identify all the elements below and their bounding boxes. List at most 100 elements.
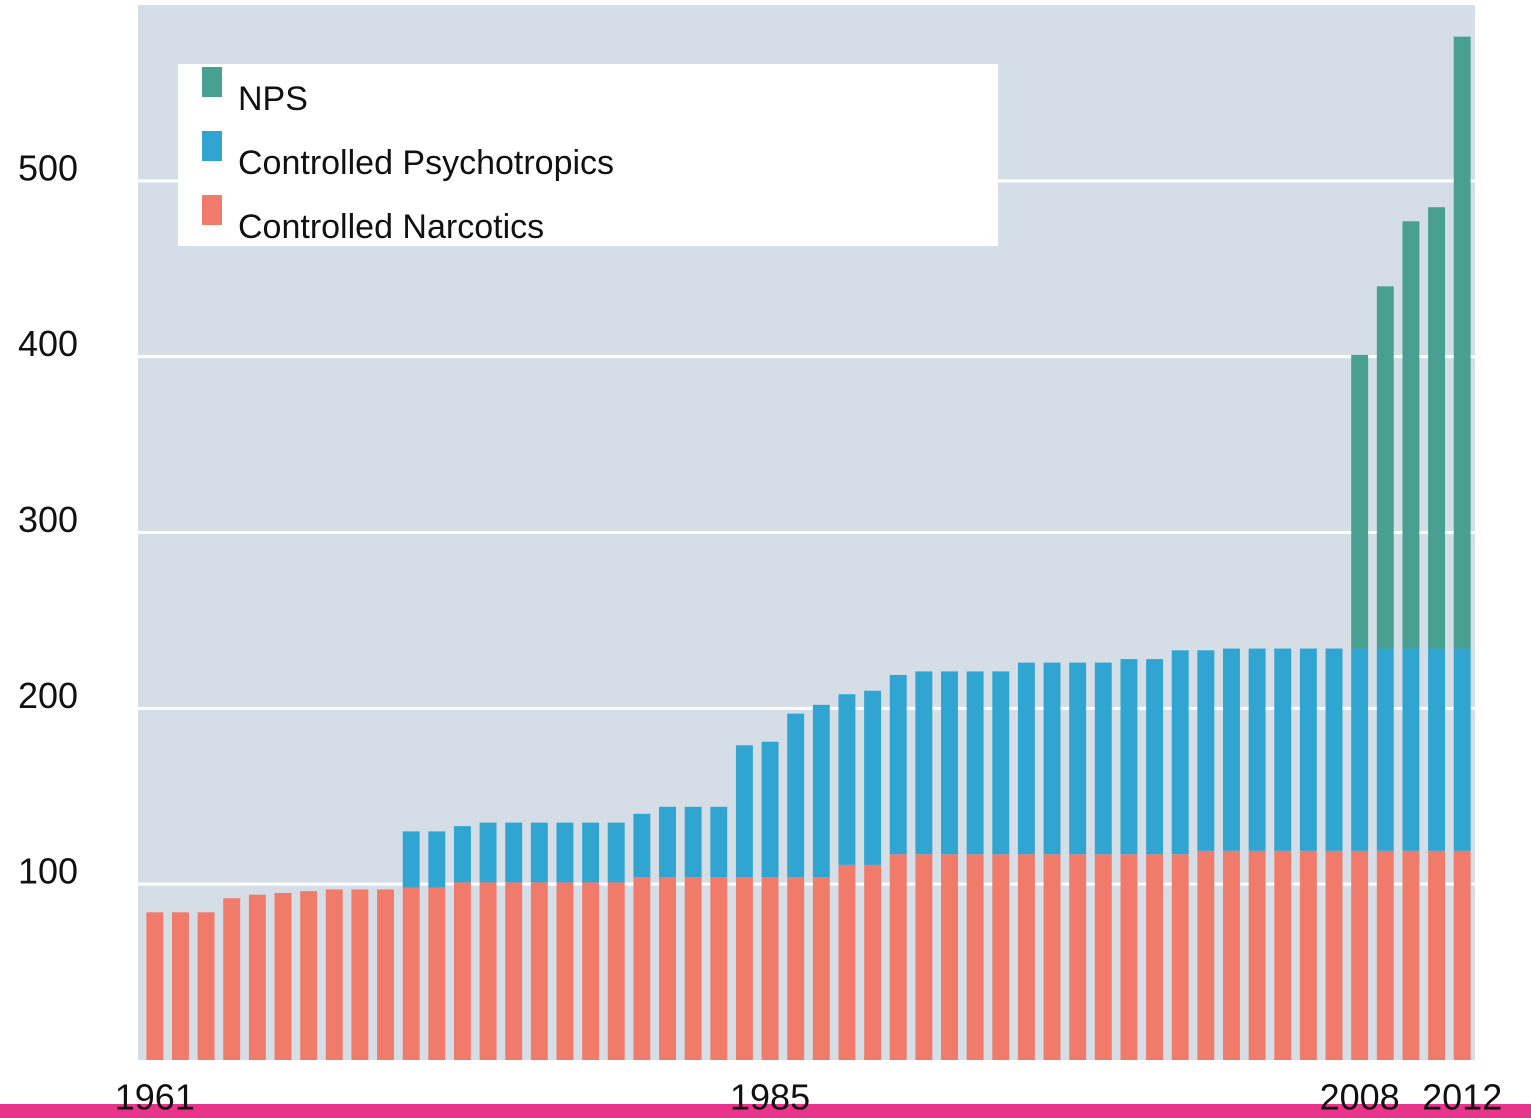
bar-segment bbox=[428, 887, 446, 1060]
bar-segment bbox=[377, 889, 394, 1060]
bar-segment bbox=[1017, 854, 1035, 1060]
bar-segment bbox=[941, 854, 958, 1060]
bar-segment bbox=[659, 877, 676, 1060]
bar-segment bbox=[582, 882, 600, 1060]
legend-label: NPS bbox=[238, 80, 308, 118]
bar-segment bbox=[1325, 850, 1343, 1060]
bar-segment bbox=[402, 831, 420, 888]
bar-segment bbox=[453, 826, 471, 883]
bar-segment bbox=[812, 704, 830, 878]
bar-segment bbox=[992, 671, 1010, 855]
bar-segment bbox=[325, 889, 343, 1060]
bar-segment bbox=[582, 822, 600, 883]
bar-segment bbox=[223, 898, 241, 1060]
bar-segment bbox=[1120, 659, 1138, 855]
bar-segment bbox=[710, 877, 728, 1060]
y-tick-label: 300 bbox=[18, 499, 78, 540]
bar-segment bbox=[505, 822, 523, 883]
bar-segment bbox=[889, 674, 907, 855]
x-tick-label: 2012 bbox=[1422, 1077, 1502, 1118]
bar-segment bbox=[941, 671, 958, 855]
bar-segment bbox=[761, 741, 779, 878]
bar-segment bbox=[1402, 221, 1420, 649]
bar-segment bbox=[479, 882, 497, 1060]
bar-segment bbox=[1248, 648, 1266, 851]
bar-segment bbox=[146, 912, 164, 1060]
bar-segment bbox=[1325, 648, 1343, 851]
bar-segment bbox=[1197, 650, 1215, 851]
bar-segment bbox=[1376, 648, 1394, 851]
bar-segment bbox=[812, 877, 830, 1060]
bar-segment bbox=[1146, 854, 1164, 1060]
bar-segment bbox=[915, 671, 933, 855]
bar-segment bbox=[633, 813, 651, 878]
bar-segment bbox=[915, 854, 933, 1060]
bar-segment bbox=[966, 854, 984, 1060]
bar-segment bbox=[1146, 659, 1164, 855]
bar-segment bbox=[197, 912, 215, 1060]
bar-segment bbox=[530, 882, 548, 1060]
bar-segment bbox=[787, 877, 805, 1060]
bar-segment bbox=[1043, 854, 1061, 1060]
bar-segment bbox=[171, 912, 189, 1060]
legend-swatch bbox=[202, 131, 222, 161]
bar-segment bbox=[1453, 850, 1471, 1060]
bar-segment bbox=[1428, 648, 1446, 851]
bottom-band bbox=[0, 1104, 1531, 1118]
bar-segment bbox=[761, 877, 779, 1060]
x-tick-label: 1985 bbox=[730, 1077, 810, 1118]
legend-label: Controlled Narcotics bbox=[238, 208, 544, 246]
bar-segment bbox=[1017, 662, 1035, 855]
bar-segment bbox=[1223, 648, 1240, 851]
bar-segment bbox=[1402, 648, 1420, 851]
bar-segment bbox=[274, 892, 292, 1060]
bar-segment bbox=[1248, 850, 1266, 1060]
bar-segment bbox=[300, 891, 318, 1060]
bar-segment bbox=[607, 882, 625, 1060]
bar-segment bbox=[889, 854, 907, 1060]
bar-segment bbox=[1351, 354, 1369, 649]
bar-segment bbox=[684, 806, 702, 878]
legend-box bbox=[178, 64, 998, 246]
bar-segment bbox=[351, 889, 369, 1060]
bar-segment bbox=[1197, 850, 1215, 1060]
bar-segment bbox=[530, 822, 548, 883]
y-tick-label: 400 bbox=[18, 323, 78, 364]
bar-segment bbox=[838, 864, 856, 1060]
y-tick-label: 100 bbox=[18, 851, 78, 892]
bar-segment bbox=[1299, 648, 1317, 851]
bar-segment bbox=[1428, 850, 1446, 1060]
x-tick-label: 1961 bbox=[115, 1077, 195, 1118]
bar-segment bbox=[1094, 854, 1112, 1060]
bar-segment bbox=[992, 854, 1010, 1060]
x-tick-label: 2008 bbox=[1320, 1077, 1400, 1118]
bar-segment bbox=[1453, 648, 1471, 851]
bar-segment bbox=[453, 882, 471, 1060]
bar-segment bbox=[684, 877, 702, 1060]
bar-segment bbox=[428, 831, 446, 888]
bar-segment bbox=[735, 877, 753, 1060]
bar-segment bbox=[1351, 850, 1369, 1060]
bar-segment bbox=[1043, 662, 1061, 855]
bar-segment bbox=[1402, 850, 1420, 1060]
bar-segment bbox=[1376, 286, 1394, 649]
bar-segment bbox=[1171, 650, 1189, 855]
bar-segment bbox=[1376, 850, 1394, 1060]
bar-segment bbox=[607, 822, 625, 883]
bar-segment bbox=[556, 822, 574, 883]
bar-segment bbox=[633, 877, 651, 1060]
bar-segment bbox=[1299, 850, 1317, 1060]
bar-segment bbox=[735, 745, 753, 878]
bar-segment bbox=[1171, 854, 1189, 1060]
bar-segment bbox=[1351, 648, 1369, 851]
bar-segment bbox=[659, 806, 676, 878]
bar-segment bbox=[838, 694, 856, 865]
bar-segment bbox=[505, 882, 523, 1060]
bar-segment bbox=[1453, 36, 1471, 649]
bar-segment bbox=[556, 882, 574, 1060]
y-tick-label: 500 bbox=[18, 147, 78, 188]
bar-segment bbox=[1069, 854, 1087, 1060]
bar-segment bbox=[1069, 662, 1087, 855]
